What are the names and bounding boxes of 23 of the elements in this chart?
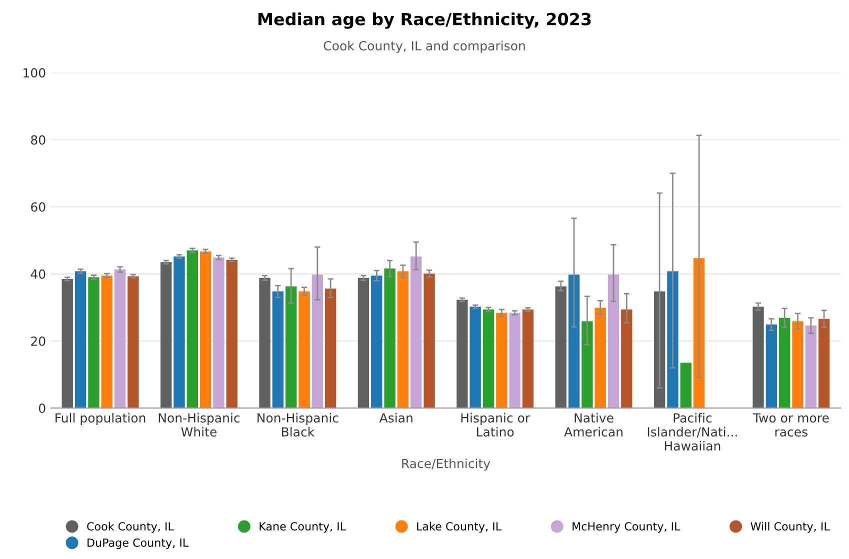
chart-subtitle: Cook County, IL and comparison bbox=[324, 40, 525, 53]
y-tick-label: 80 bbox=[31, 135, 46, 145]
legend-label: Cook County, IL bbox=[87, 522, 174, 533]
legend-label: McHenry County, IL bbox=[572, 522, 680, 533]
x-tick-label: Hispanic or Latino bbox=[461, 412, 530, 437]
y-tick-label: 20 bbox=[31, 336, 46, 346]
x-tick-label: Two or more races bbox=[752, 413, 829, 437]
x-axis-title: Race/Ethnicity bbox=[402, 458, 490, 471]
x-tick-label: Non-Hispanic Black bbox=[258, 412, 338, 437]
y-tick-label: 100 bbox=[24, 68, 46, 78]
legend-label: Lake County, IL bbox=[417, 522, 502, 533]
y-tick-label: 0 bbox=[38, 404, 46, 413]
x-tick-label: Pacific Islander/Nati... Hawaiian bbox=[648, 412, 737, 451]
legend-label: Kane County, IL bbox=[260, 522, 346, 533]
legend-label: Will County, IL bbox=[750, 522, 830, 533]
y-tick-label: 60 bbox=[31, 202, 46, 212]
x-tick-label: Full population bbox=[56, 412, 146, 426]
y-tick-label: 40 bbox=[30, 269, 46, 279]
legend-label: DuPage County, IL bbox=[88, 538, 189, 549]
x-tick-label: Asian bbox=[379, 412, 412, 423]
x-tick-label: Native American bbox=[564, 412, 622, 437]
x-tick-label: Non-Hispanic White bbox=[158, 412, 240, 437]
chart-title: Median age by Race/Ethnicity, 2023 bbox=[258, 12, 591, 29]
